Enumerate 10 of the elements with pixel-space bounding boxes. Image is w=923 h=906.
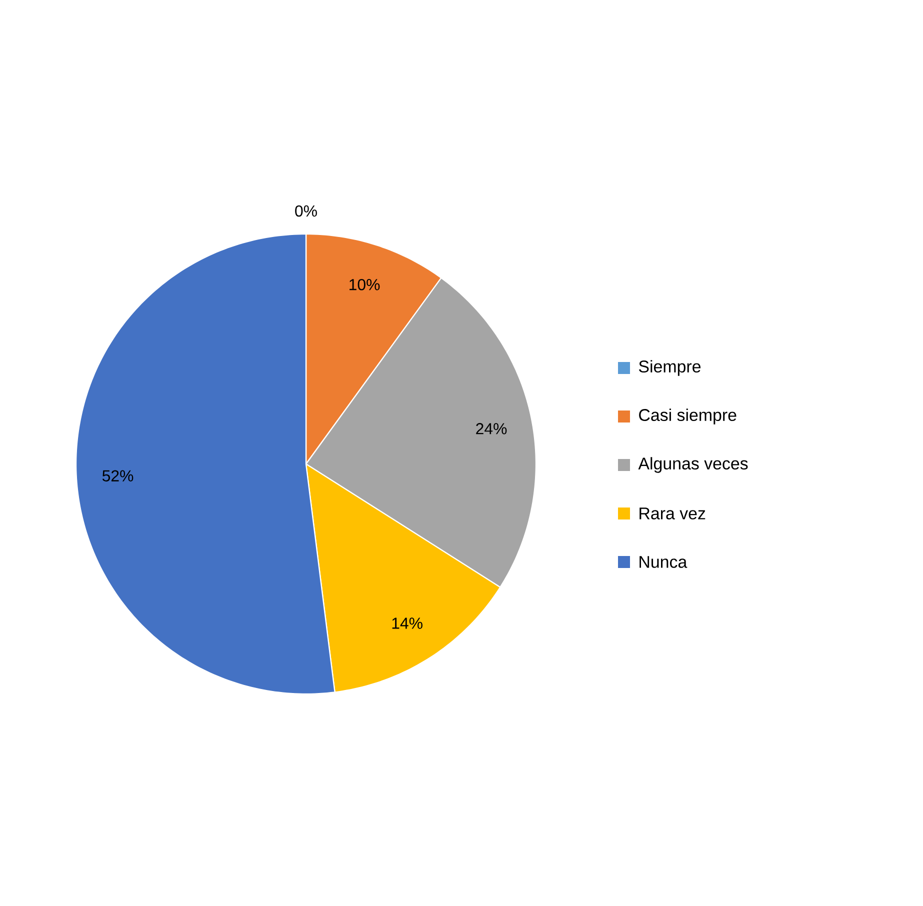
legend-label: Rara vez (640, 508, 706, 520)
legend-label: Casi siempre (639, 408, 736, 424)
data-label: 52% (102, 470, 134, 482)
legend-label: Nunca (640, 556, 688, 568)
legend-label: Algunas veces (638, 457, 748, 473)
data-label: 24% (476, 423, 507, 434)
data-label: 14% (392, 618, 422, 629)
legend-label: Siempre (638, 360, 701, 376)
text: 0% (295, 205, 317, 217)
data-label: 10% (350, 278, 380, 290)
